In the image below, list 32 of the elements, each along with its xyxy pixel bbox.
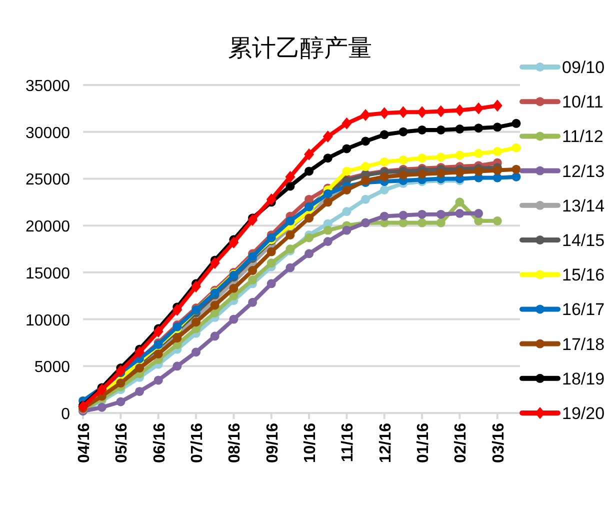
y-tick-label: 10000 (26, 312, 70, 330)
x-tick-label: 10/16 (302, 422, 320, 464)
legend-label: 14/15 (562, 231, 605, 250)
x-tick-label: 08/16 (226, 422, 244, 464)
x-tick-label: 03/16 (490, 422, 508, 464)
legend-label: 09/10 (562, 58, 605, 77)
y-tick-label: 15000 (26, 265, 70, 282)
legend-label: 12/13 (562, 162, 605, 181)
y-tick-label: 20000 (26, 218, 70, 236)
x-tick-label: 01/16 (415, 422, 432, 464)
x-tick-label: 06/16 (151, 422, 168, 464)
legend-label: 19/20 (562, 404, 605, 423)
x-tick-label: 04/16 (76, 422, 93, 464)
legend-label: 17/18 (562, 334, 605, 354)
legend-label: 11/12 (562, 127, 604, 146)
legend-label: 16/17 (562, 300, 605, 320)
legend-label: 13/14 (562, 196, 605, 216)
legend-label: 18/19 (562, 369, 605, 388)
y-tick-label: 0 (61, 406, 70, 423)
x-tick-label: 12/16 (377, 422, 394, 464)
y-tick-label: 25000 (26, 172, 70, 189)
chart-title: 累计乙醇产量 (228, 35, 372, 62)
y-tick-label: 5000 (34, 359, 70, 376)
x-tick-label: 11/16 (340, 422, 357, 462)
y-tick-label: 30000 (26, 124, 70, 142)
legend-label: 10/11 (562, 92, 604, 112)
legend-label: 15/16 (562, 266, 605, 285)
y-tick-label: 35000 (26, 78, 70, 95)
x-tick-label: 09/16 (264, 422, 282, 464)
x-tick-label: 07/16 (189, 422, 206, 464)
x-tick-label: 05/16 (114, 422, 131, 464)
x-tick-label: 02/16 (452, 422, 470, 464)
